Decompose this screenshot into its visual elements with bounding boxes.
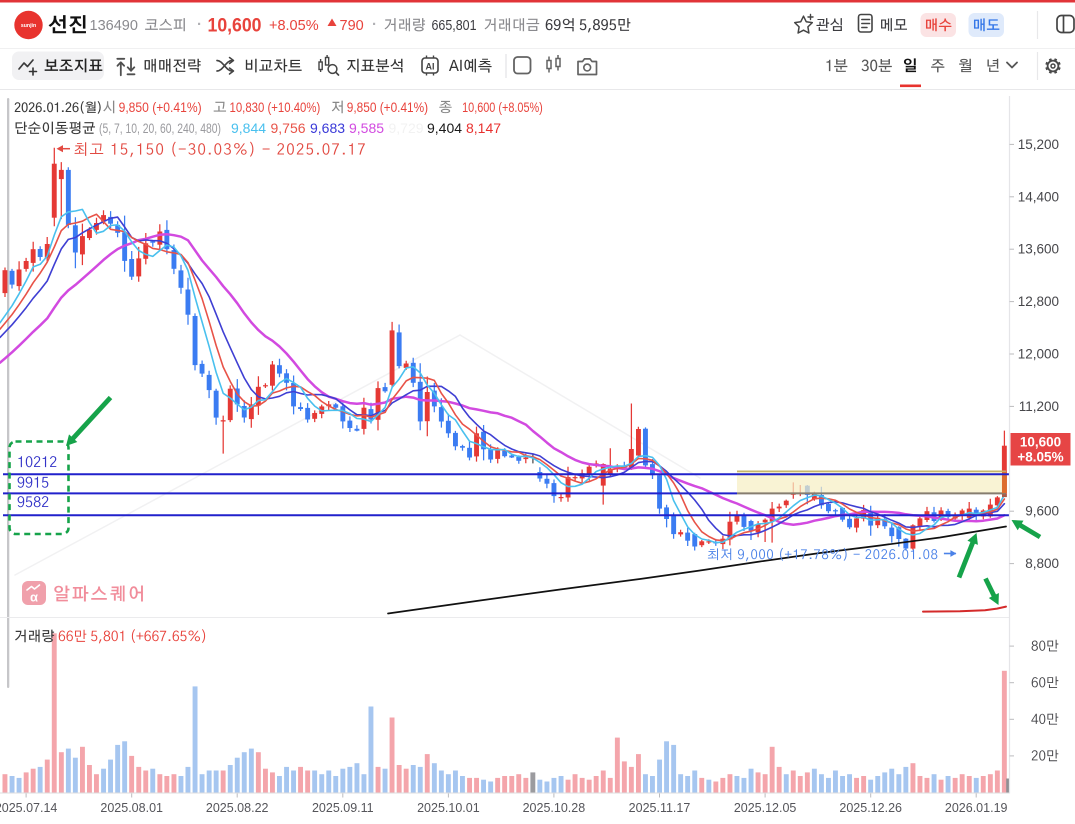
svg-text:9,600: 9,600 [1025,504,1059,519]
svg-text:11,200: 11,200 [1019,399,1059,414]
svg-text:+8.05%: +8.05% [1017,450,1063,465]
svg-text:8,147: 8,147 [466,120,501,136]
svg-text:9,756: 9,756 [271,120,306,136]
svg-text:10,830 (+10.40%): 10,830 (+10.40%) [230,99,321,115]
svg-text:(5, 7, 10, 20, 60, 240, 480): (5, 7, 10, 20, 60, 240, 480) [99,120,221,136]
svg-text:12,800: 12,800 [1018,294,1059,309]
svg-text:α: α [30,590,38,605]
svg-text:AI: AI [426,62,435,72]
svg-text:14,400: 14,400 [1018,189,1059,204]
svg-text:sunjin: sunjin [21,23,36,29]
svg-text:9,844: 9,844 [231,120,266,136]
svg-text:8,800: 8,800 [1025,556,1059,571]
svg-text:+8.05%: +8.05% [269,18,319,34]
svg-text:2026.01.19: 2026.01.19 [945,801,1008,815]
svg-text:2025.12.05: 2025.12.05 [734,801,797,815]
svg-text:2025.12.26: 2025.12.26 [839,801,902,815]
svg-text:13,600: 13,600 [1018,242,1059,257]
svg-text:10,600: 10,600 [1020,435,1061,450]
svg-text:10,600 (+8.05%): 10,600 (+8.05%) [462,99,543,115]
svg-text:12,000: 12,000 [1018,347,1059,362]
svg-text:2025.10.28: 2025.10.28 [523,801,586,815]
svg-text:9,404: 9,404 [427,120,462,136]
svg-text:2025.08.01: 2025.08.01 [100,801,163,815]
svg-text:2025.09.11: 2025.09.11 [312,801,374,815]
svg-text:9,850 (+0.41%): 9,850 (+0.41%) [119,99,202,115]
svg-text:9,850 (+0.41%): 9,850 (+0.41%) [347,99,428,115]
svg-text:790: 790 [340,18,364,34]
svg-text:9,729: 9,729 [389,120,424,136]
svg-text:10,600: 10,600 [208,15,262,37]
svg-text:2025.10.01: 2025.10.01 [417,801,480,815]
svg-text:2025.11.17: 2025.11.17 [629,801,691,815]
svg-text:9,585: 9,585 [349,120,384,136]
svg-text:665,801: 665,801 [432,18,477,34]
svg-text:2025.07.14: 2025.07.14 [0,801,57,815]
svg-text:15,200: 15,200 [1018,137,1059,152]
svg-text:·: · [197,16,202,33]
svg-text:136490: 136490 [90,18,138,34]
svg-text:9,683: 9,683 [310,120,345,136]
svg-text:2025.08.22: 2025.08.22 [206,801,269,815]
svg-text:·: · [372,16,377,33]
